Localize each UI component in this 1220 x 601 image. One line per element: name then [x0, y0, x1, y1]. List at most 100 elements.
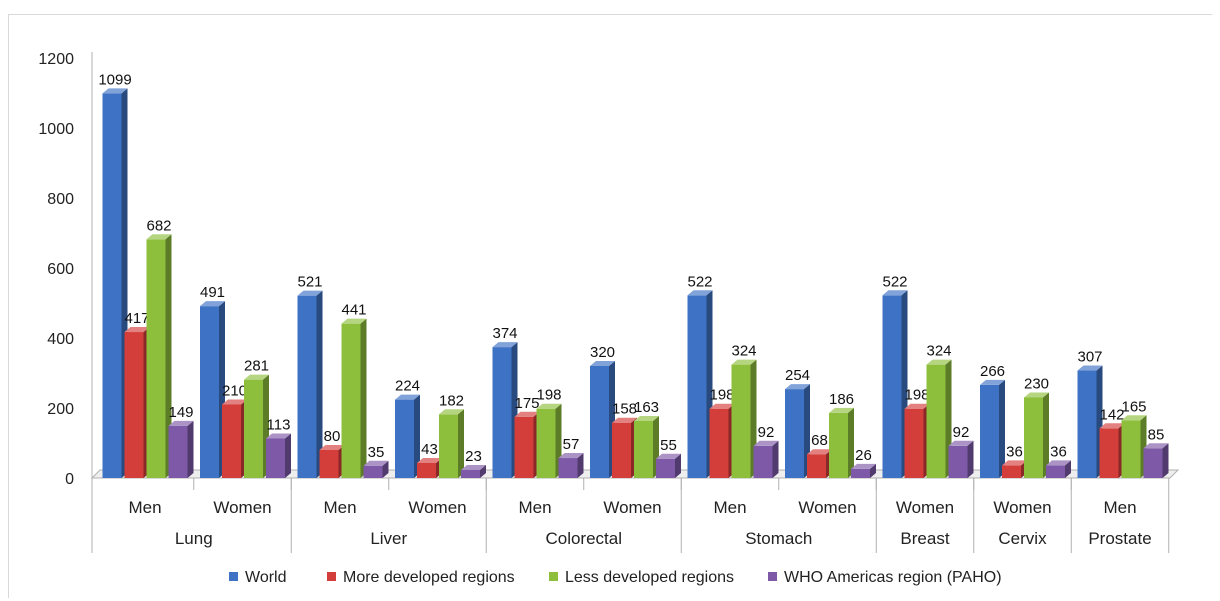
data-label: 230 — [1024, 376, 1049, 393]
bar — [492, 347, 512, 478]
data-label: 521 — [297, 274, 322, 291]
bar — [882, 295, 902, 478]
y-tick-label: 400 — [47, 331, 74, 348]
legend-swatch — [327, 572, 336, 581]
bar-top — [687, 290, 713, 296]
bar-top — [200, 301, 225, 307]
y-tick-label: 600 — [47, 261, 74, 278]
bar-top — [558, 453, 584, 459]
data-label: 149 — [168, 404, 193, 421]
bar — [168, 425, 188, 478]
data-label: 186 — [829, 391, 854, 408]
legend-label: Less developed regions — [565, 569, 734, 586]
bar-top — [417, 457, 442, 463]
bar-side — [1043, 392, 1049, 478]
x-category-label: Men — [128, 498, 161, 517]
data-label: 198 — [536, 387, 561, 404]
data-label: 113 — [267, 416, 291, 433]
bar — [395, 399, 414, 478]
data-label: 491 — [200, 284, 225, 301]
data-label: 224 — [395, 378, 420, 395]
data-label: 266 — [980, 363, 1005, 380]
data-label: 324 — [731, 343, 756, 360]
bar-side — [577, 453, 584, 478]
data-label: 175 — [514, 395, 539, 412]
bar — [926, 364, 946, 478]
data-label: 374 — [492, 325, 517, 342]
data-label: 324 — [926, 343, 951, 360]
bar — [687, 295, 707, 478]
bar-side — [1162, 443, 1169, 478]
data-label: 35 — [368, 444, 385, 461]
data-label: 23 — [465, 448, 482, 465]
bar-top — [1002, 460, 1027, 466]
legend-swatch — [768, 572, 777, 581]
bar-top — [709, 403, 735, 409]
bar-top — [395, 394, 420, 400]
x-category-label: Women — [603, 498, 661, 517]
bar-top — [731, 359, 757, 365]
bar-side — [285, 433, 291, 478]
data-label: 43 — [421, 441, 438, 458]
data-label: 182 — [439, 392, 464, 409]
bar-top — [785, 384, 810, 390]
bar-top — [319, 445, 345, 450]
bar — [461, 469, 480, 478]
bar — [514, 416, 534, 478]
bar-top — [807, 449, 832, 455]
data-label: 85 — [1148, 426, 1165, 443]
bar — [1024, 397, 1043, 478]
x-category-label: Men — [518, 498, 551, 517]
x-category-label: Women — [798, 498, 856, 517]
bar-top — [1143, 443, 1169, 449]
legend-swatch — [549, 572, 558, 581]
bar — [1143, 448, 1163, 478]
legend-swatch — [229, 572, 238, 581]
bar — [363, 465, 383, 478]
bar-top — [926, 359, 952, 365]
bar-top — [461, 464, 486, 470]
data-label: 36 — [1050, 443, 1067, 460]
data-label: 92 — [953, 424, 970, 441]
data-label: 198 — [904, 387, 929, 404]
bar-top — [492, 342, 518, 348]
bar-side — [772, 440, 779, 478]
bar-top — [904, 403, 930, 409]
x-group-label: Stomach — [745, 529, 812, 548]
y-tick-label: 1000 — [38, 121, 74, 138]
x-category-label: Men — [1103, 498, 1136, 517]
data-label: 36 — [1006, 443, 1023, 460]
bar-top — [1077, 365, 1103, 371]
bar-top — [612, 417, 637, 423]
bar — [753, 445, 773, 478]
bar-side — [382, 460, 389, 478]
bar-top — [590, 361, 615, 366]
bar-top — [124, 327, 150, 333]
x-group-label: Cervix — [998, 529, 1047, 548]
data-label: 55 — [660, 437, 677, 454]
bar — [948, 445, 968, 478]
data-label: 57 — [563, 436, 580, 453]
bar-top — [980, 379, 1005, 385]
bar-top — [168, 420, 194, 426]
x-category-label: Women — [896, 498, 954, 517]
x-group-label: Colorectal — [545, 529, 622, 548]
bar-top — [244, 374, 269, 380]
bar-side — [675, 453, 681, 478]
bar — [266, 438, 285, 478]
bar-top — [851, 463, 876, 469]
bar-top — [1024, 392, 1049, 398]
bar — [222, 404, 241, 478]
x-group-label: Lung — [175, 529, 213, 548]
x-category-label: Men — [713, 498, 746, 517]
bar — [297, 295, 317, 478]
bar-top — [1046, 460, 1071, 466]
bar-side — [414, 394, 420, 478]
data-label: 142 — [1099, 406, 1124, 423]
bar-side — [967, 440, 974, 478]
chart-frame — [8, 14, 1212, 598]
data-label: 158 — [612, 401, 637, 418]
bar-side — [165, 234, 172, 478]
x-category-label: Women — [213, 498, 271, 517]
bar-top — [753, 440, 779, 446]
